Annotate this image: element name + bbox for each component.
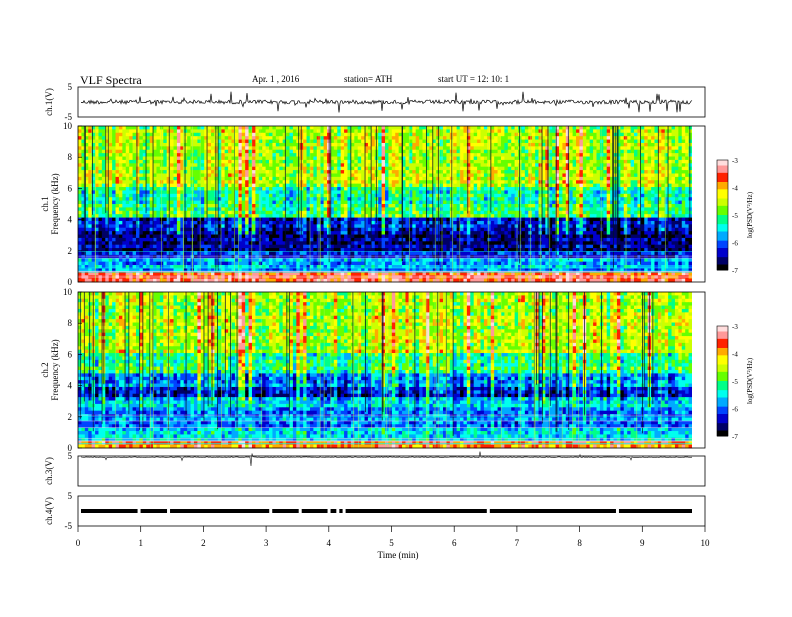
ch1-ytick-top: 5 <box>68 82 73 92</box>
ch2-colorbar-label: log(PSD(V²/Hz) <box>746 357 754 404</box>
ch4-gap-mark <box>336 508 339 514</box>
x-tick-label: 8 <box>577 538 582 548</box>
ch1-panel: 5 -5 ch.1(V) <box>44 82 705 122</box>
ch4-panel: 5 -5 ch.4(V) <box>44 491 705 531</box>
ch2-spec-ylabel: Frequency (kHz) <box>50 339 60 400</box>
ch4-gap-mark <box>299 508 302 514</box>
x-tick-label: 0 <box>76 538 81 548</box>
ch3-waveform-line <box>81 452 692 467</box>
ch1-spec-ylabel: Frequency (kHz) <box>50 173 60 234</box>
x-tick-label: 7 <box>515 538 520 548</box>
ch2-spec-channel-label: ch.2 <box>40 362 50 377</box>
ch1-spectrogram-panel: 0 2 4 6 8 10 ch.1 Frequency (kHz) -3 -4 -5 -6 -7 … <box>40 121 754 287</box>
ch1-ylabel: ch.1(V) <box>44 88 54 116</box>
ch2-colorbar: -3 -4 -5 -6 -7 log(PSD(V²/Hz) <box>717 323 754 441</box>
ch3-ylabel: ch.3(V) <box>44 457 54 485</box>
chart-title: VLF Spectra <box>80 73 142 87</box>
ch1-spec-ytick: 4 <box>68 215 73 225</box>
ch4-gap-mark <box>167 508 170 514</box>
ch1-colorbar-tick: -6 <box>732 240 738 248</box>
ch2-colorbar-tick: -3 <box>732 323 738 331</box>
ch4-ylabel: ch.4(V) <box>44 497 54 525</box>
ch2-colorbar-tick: -4 <box>732 351 738 359</box>
ch1-spec-channel-label: ch.1 <box>40 196 50 211</box>
ch1-colorbar-gradient <box>717 160 728 271</box>
x-tick-label: 10 <box>701 538 711 548</box>
x-tick-label: 1 <box>138 538 143 548</box>
ch2-spec-ytick: 8 <box>68 318 73 328</box>
ch4-gap-mark <box>616 508 619 514</box>
ch2-spec-ytick: 6 <box>68 349 73 359</box>
ch1-colorbar-label: log(PSD(V²/Hz) <box>746 191 754 238</box>
x-tick-label: 5 <box>389 538 394 548</box>
ch1-spec-ytick: 2 <box>68 246 73 256</box>
ch1-spec-ytick: 8 <box>68 152 73 162</box>
ch2-spec-ytick: 2 <box>68 412 73 422</box>
ch2-colorbar-gradient <box>717 326 728 437</box>
ch1-colorbar-tick: -4 <box>732 185 738 193</box>
ch1-spec-ytick: 10 <box>63 121 73 131</box>
ch2-colorbar-tick: -5 <box>732 378 738 386</box>
ch2-spectrogram-cells <box>78 292 705 448</box>
x-tick-label: 3 <box>264 538 269 548</box>
x-axis: 0 1 2 3 4 5 6 7 8 9 10 <box>76 526 710 548</box>
ch4-gap-mark <box>328 508 331 514</box>
ch4-gap-mark <box>487 508 490 514</box>
ch2-spec-ytick: 10 <box>63 287 73 297</box>
ch1-spec-ytick: 6 <box>68 183 73 193</box>
ch1-colorbar-tick: -7 <box>732 267 738 275</box>
ch3-ytick-top: 5 <box>68 451 73 461</box>
ch1-colorbar-tick: -5 <box>732 212 738 220</box>
ch1-spec-ytick: 0 <box>68 277 73 287</box>
ch2-colorbar-tick: -7 <box>732 433 738 441</box>
date-label: Apr. 1 , 2016 <box>252 74 300 84</box>
x-axis-label: Time (min) <box>378 550 419 560</box>
ch3-frame <box>78 456 705 486</box>
ch4-ytick-bottom: -5 <box>65 521 73 531</box>
ch1-colorbar-tick: -3 <box>732 157 738 165</box>
ch3-panel: 5 ch.3(V) <box>44 451 705 486</box>
ch4-ytick-top: 5 <box>68 491 73 501</box>
ch4-gap-mark <box>138 508 141 514</box>
x-tick-label: 2 <box>201 538 206 548</box>
ch2-colorbar-tick: -6 <box>732 406 738 414</box>
ch1-colorbar: -3 -4 -5 -6 -7 log(PSD(V²/Hz) <box>717 157 754 275</box>
x-tick-label: 6 <box>452 538 457 548</box>
ch1-waveform-line <box>81 92 692 113</box>
ch4-gap-mark <box>269 508 272 514</box>
x-tick-label: 9 <box>640 538 645 548</box>
station-label: station= ATH <box>344 74 393 84</box>
x-tick-label: 4 <box>327 538 332 548</box>
start-time-label: start UT = 12: 10: 1 <box>438 74 509 84</box>
ch4-gap-mark <box>343 508 346 514</box>
ch2-spec-ytick: 4 <box>68 381 73 391</box>
ch1-spectrogram-cells <box>78 126 705 282</box>
